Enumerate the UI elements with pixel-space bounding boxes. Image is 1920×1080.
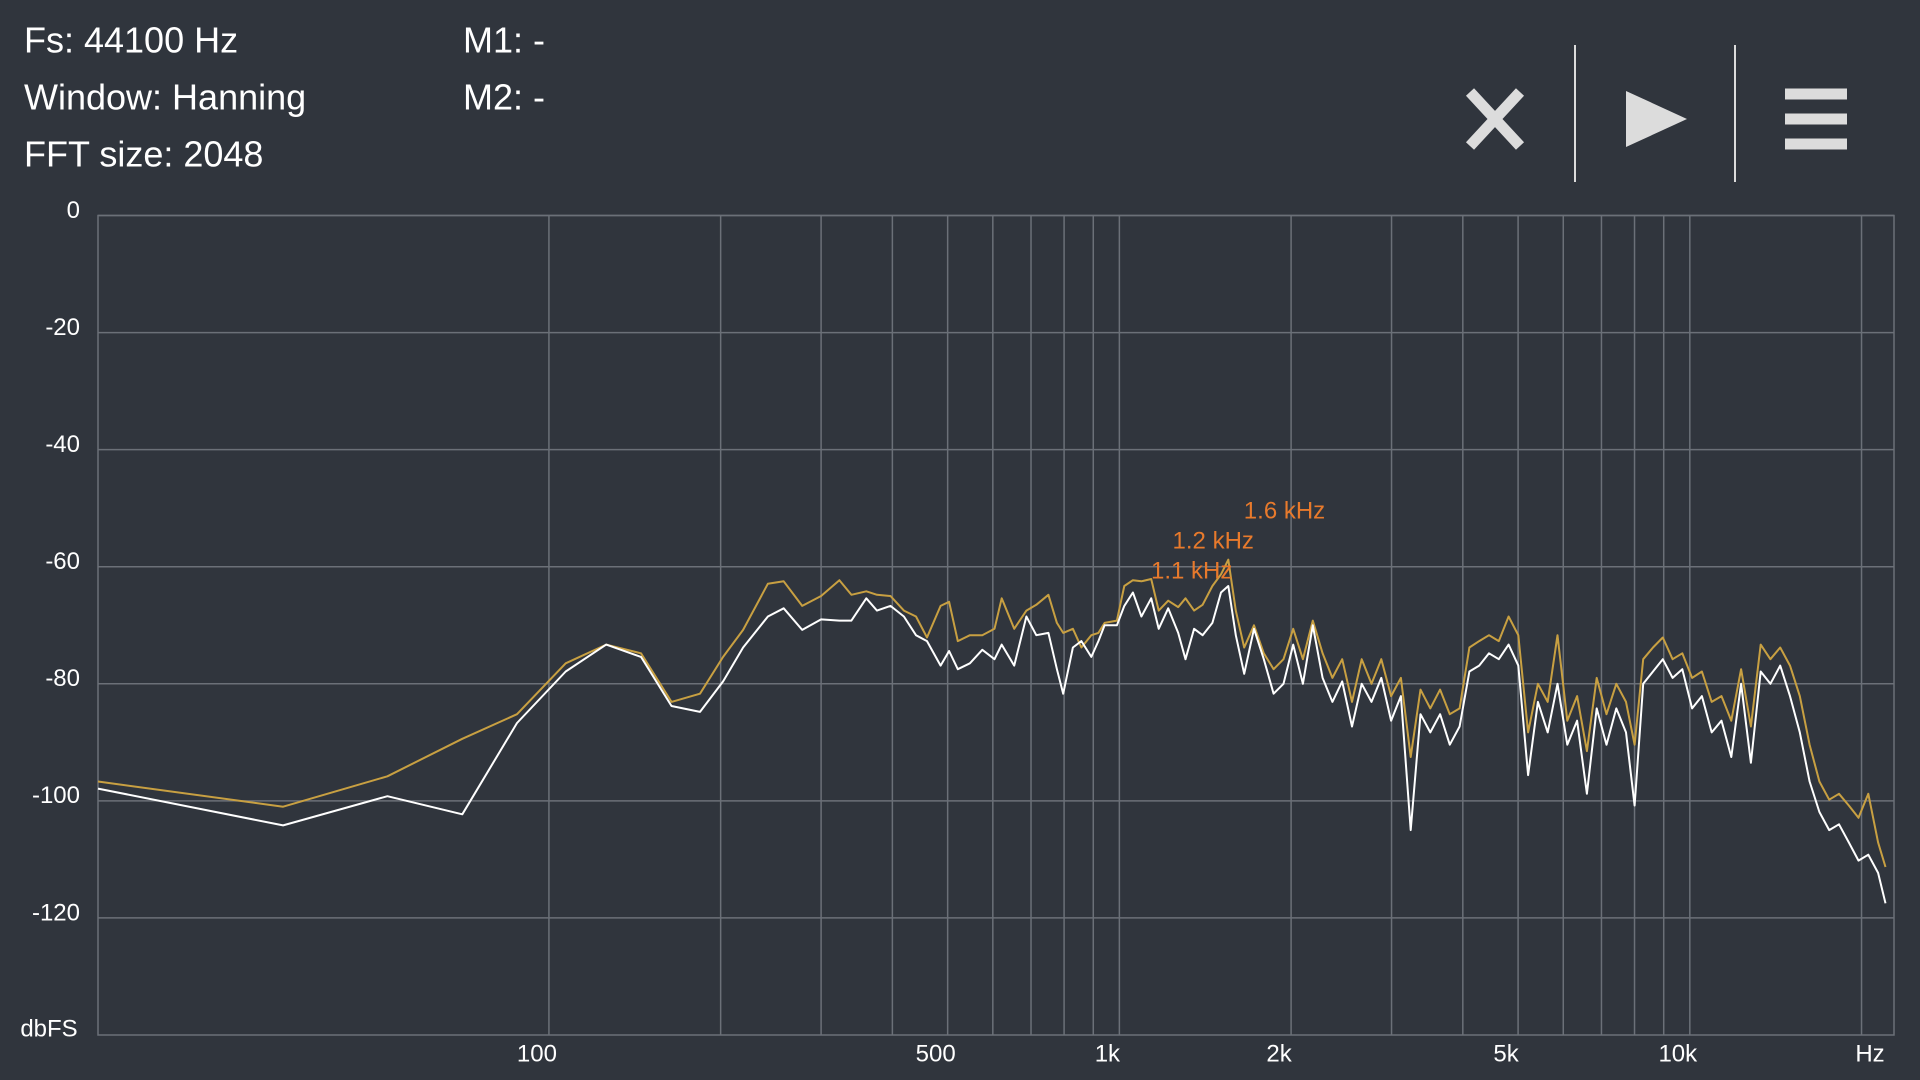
marker-2: M2: - bbox=[463, 77, 545, 118]
x-tick-label: 1k bbox=[1095, 1040, 1121, 1067]
x-tick-label: 10k bbox=[1658, 1040, 1698, 1067]
window-type: Window: Hanning bbox=[24, 77, 306, 118]
play-icon bbox=[1626, 91, 1687, 147]
x-tick-label: 5k bbox=[1493, 1040, 1519, 1067]
x-tick-label: 100 bbox=[517, 1040, 557, 1067]
menu-icon bbox=[1785, 88, 1847, 150]
y-tick-label: -100 bbox=[32, 782, 80, 809]
y-tick-label: -120 bbox=[32, 899, 80, 926]
marker-1: M1: - bbox=[463, 20, 545, 61]
x-tick-label: 2k bbox=[1266, 1040, 1292, 1067]
y-tick-label: -20 bbox=[45, 314, 80, 341]
y-tick-label: -60 bbox=[45, 548, 80, 575]
peak-annotation: 1.1 kHz bbox=[1151, 557, 1232, 584]
x-tick-label: 500 bbox=[916, 1040, 956, 1067]
y-axis-label: dbFS bbox=[20, 1015, 77, 1042]
spectrum-line bbox=[97, 558, 1887, 868]
menu-button[interactable] bbox=[1766, 70, 1866, 170]
y-tick-label: -40 bbox=[45, 431, 80, 458]
x-axis-label: Hz bbox=[1855, 1040, 1884, 1067]
peak-annotation: 1.6 kHz bbox=[1244, 497, 1325, 524]
plot: 0 -20 -40 -60 -80 -100 -120 100 500 1k 2k 5k 10k Hz db… bbox=[20, 197, 1895, 1067]
fft-size: FFT size: 2048 bbox=[24, 134, 263, 175]
y-tick-label: 0 bbox=[67, 197, 80, 224]
spectrum-line bbox=[97, 585, 1887, 904]
y-tick-label: -80 bbox=[45, 665, 80, 692]
sample-rate: Fs: 44100 Hz bbox=[24, 20, 238, 61]
play-button[interactable] bbox=[1605, 70, 1705, 170]
close-button[interactable] bbox=[1445, 70, 1545, 170]
peak-annotation: 1.2 kHz bbox=[1173, 527, 1254, 554]
close-icon bbox=[1465, 88, 1525, 150]
